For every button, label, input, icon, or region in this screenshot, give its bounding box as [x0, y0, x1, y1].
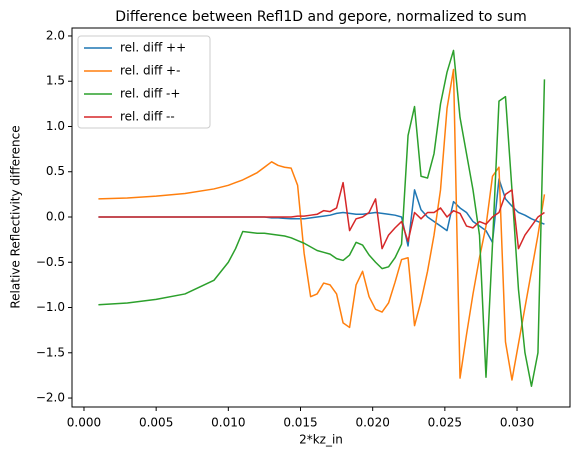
- x-tick-label: 0.020: [355, 416, 389, 430]
- legend-label: rel. diff +-: [120, 64, 180, 78]
- x-tick-label: 0.000: [67, 416, 101, 430]
- x-axis-label: 2*kz_in: [299, 433, 343, 447]
- legend-label: rel. diff ++: [120, 41, 186, 55]
- y-tick-label: 0.0: [46, 210, 65, 224]
- series-line: [98, 49, 546, 388]
- x-tick-label: 0.005: [139, 416, 173, 430]
- y-tick-label: 2.0: [46, 28, 65, 42]
- y-tick-label: −1.0: [36, 300, 65, 314]
- y-tick-label: 1.0: [46, 119, 65, 133]
- series-line: [98, 68, 546, 381]
- chart-title: Difference between Refl1D and gepore, no…: [115, 9, 527, 25]
- legend-box: [77, 35, 211, 129]
- series-line: [98, 181, 545, 250]
- y-tick-label: −1.5: [36, 345, 65, 359]
- y-axis-label: Relative Reflectivity difference: [9, 125, 23, 308]
- y-tick-label: 0.5: [46, 164, 65, 178]
- y-tick-label: 1.5: [46, 74, 65, 88]
- x-tick-label: 0.015: [283, 416, 317, 430]
- y-tick-label: −0.5: [36, 255, 65, 269]
- x-tick-label: 0.025: [428, 416, 462, 430]
- plot-area: [98, 49, 546, 388]
- y-tick-label: −2.0: [36, 391, 65, 405]
- legend-label: rel. diff -+: [120, 87, 180, 101]
- legend-label: rel. diff --: [120, 110, 175, 124]
- x-tick-label: 0.030: [500, 416, 534, 430]
- x-tick-label: 0.010: [211, 416, 245, 430]
